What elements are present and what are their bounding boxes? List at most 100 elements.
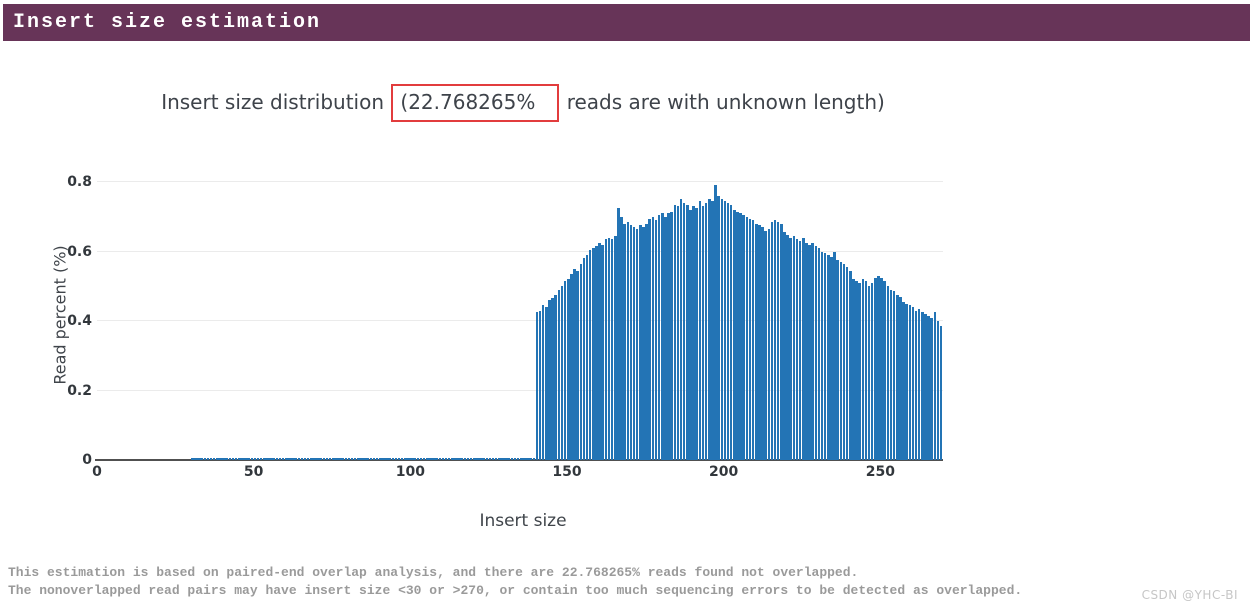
histogram-bar xyxy=(476,457,479,460)
histogram-bar xyxy=(645,223,648,460)
watermark: CSDN @YHC-BI xyxy=(1141,588,1238,602)
histogram-bar xyxy=(469,457,473,460)
histogram-bar xyxy=(933,312,937,460)
chart-title-prefix: Insert size distribution xyxy=(161,90,391,114)
histogram-bar xyxy=(513,457,517,460)
histogram-bar xyxy=(883,281,886,460)
histogram-bar xyxy=(855,281,858,460)
histogram-bar xyxy=(250,457,254,460)
histogram-bar xyxy=(573,268,576,460)
x-tick-label: 250 xyxy=(865,464,895,480)
plot-area[interactable] xyxy=(95,170,943,461)
histogram-bar xyxy=(504,457,507,460)
histogram-bar xyxy=(488,457,492,460)
histogram-bar xyxy=(805,242,808,460)
histogram-bar xyxy=(795,239,799,460)
histogram-bar xyxy=(770,221,774,460)
histogram-bar xyxy=(263,457,266,460)
chart-title: Insert size distribution (22.768265% rea… xyxy=(0,84,1046,122)
histogram-bar xyxy=(673,204,677,460)
histogram-bar xyxy=(200,457,203,460)
histogram-bar xyxy=(266,457,269,460)
gridline xyxy=(97,250,943,252)
histogram-bar xyxy=(664,216,667,460)
histogram-bar xyxy=(620,216,623,460)
histogram-bar xyxy=(319,457,322,460)
histogram-bar xyxy=(908,305,912,460)
gridline xyxy=(97,389,943,391)
histogram-bar xyxy=(617,208,620,460)
histogram-bar xyxy=(466,457,470,460)
x-tick-label: 200 xyxy=(709,464,739,480)
histogram-bar xyxy=(457,457,460,460)
histogram-bar xyxy=(833,251,836,460)
histogram-bar xyxy=(206,457,210,460)
x-tick-label: 100 xyxy=(395,464,425,480)
y-tick-label: 0.8 xyxy=(67,174,92,190)
histogram-bar xyxy=(388,457,391,460)
histogram-bar xyxy=(927,315,930,460)
histogram-bar xyxy=(369,457,373,460)
histogram-bar xyxy=(808,244,811,460)
histogram-bar xyxy=(751,220,755,460)
histogram-bar xyxy=(827,254,830,460)
histogram-bar xyxy=(294,457,297,460)
footnote-line-2: The nonoverlapped read pairs may have in… xyxy=(8,582,1023,598)
histogram-bar xyxy=(852,279,855,460)
histogram-bar xyxy=(325,457,329,460)
histogram-bar xyxy=(692,206,695,460)
histogram-bar xyxy=(570,274,573,460)
histogram-bar xyxy=(657,215,661,460)
histogram-bar xyxy=(313,457,316,460)
histogram-bar xyxy=(391,457,395,460)
histogram-bar xyxy=(745,216,749,460)
histogram-bar xyxy=(429,457,432,460)
histogram-bar xyxy=(836,260,839,460)
histogram-bar xyxy=(686,204,689,460)
histogram-bar xyxy=(733,209,736,460)
histogram-bar xyxy=(219,457,222,460)
histogram-bar xyxy=(874,277,877,460)
histogram-bar xyxy=(310,457,313,460)
histogram-bar xyxy=(507,457,510,460)
histogram-bar xyxy=(667,213,670,460)
histogram-bar xyxy=(704,202,708,460)
histogram-bar xyxy=(842,263,846,460)
histogram-bar xyxy=(366,457,369,460)
histogram-bar xyxy=(463,457,467,460)
histogram-bar xyxy=(896,294,899,460)
histogram-bar xyxy=(698,201,702,460)
histogram-bar xyxy=(485,457,489,460)
histogram-bar xyxy=(557,289,561,460)
histogram-bar xyxy=(225,457,228,460)
histogram-bar xyxy=(739,213,742,460)
histogram-bar xyxy=(714,185,717,460)
histogram-bar xyxy=(783,232,786,460)
histogram-bar xyxy=(845,267,849,460)
histogram-bar xyxy=(764,230,767,460)
histogram-bar xyxy=(234,457,238,460)
histogram-bar xyxy=(679,199,683,460)
histogram-bar xyxy=(755,223,758,460)
histogram-bar xyxy=(209,457,213,460)
histogram-bar xyxy=(748,218,752,460)
histogram-bar xyxy=(742,215,745,460)
histogram-bar xyxy=(899,296,902,460)
histogram-bar xyxy=(297,457,301,460)
histogram-bar xyxy=(607,237,611,460)
histogram-bar xyxy=(407,457,410,460)
histogram-bar xyxy=(291,457,294,460)
histogram-bar xyxy=(551,298,554,460)
histogram-bar xyxy=(538,310,542,460)
histogram-bar xyxy=(635,228,639,460)
histogram-bar xyxy=(598,242,601,460)
histogram-bar xyxy=(419,457,423,460)
histogram-bar xyxy=(247,457,250,460)
histogram-bar xyxy=(222,457,225,460)
histogram-bar xyxy=(711,201,714,460)
histogram-bar xyxy=(661,213,664,460)
histogram-bar xyxy=(585,254,589,460)
histogram-bar xyxy=(870,282,874,460)
histogram-bar xyxy=(914,310,918,460)
